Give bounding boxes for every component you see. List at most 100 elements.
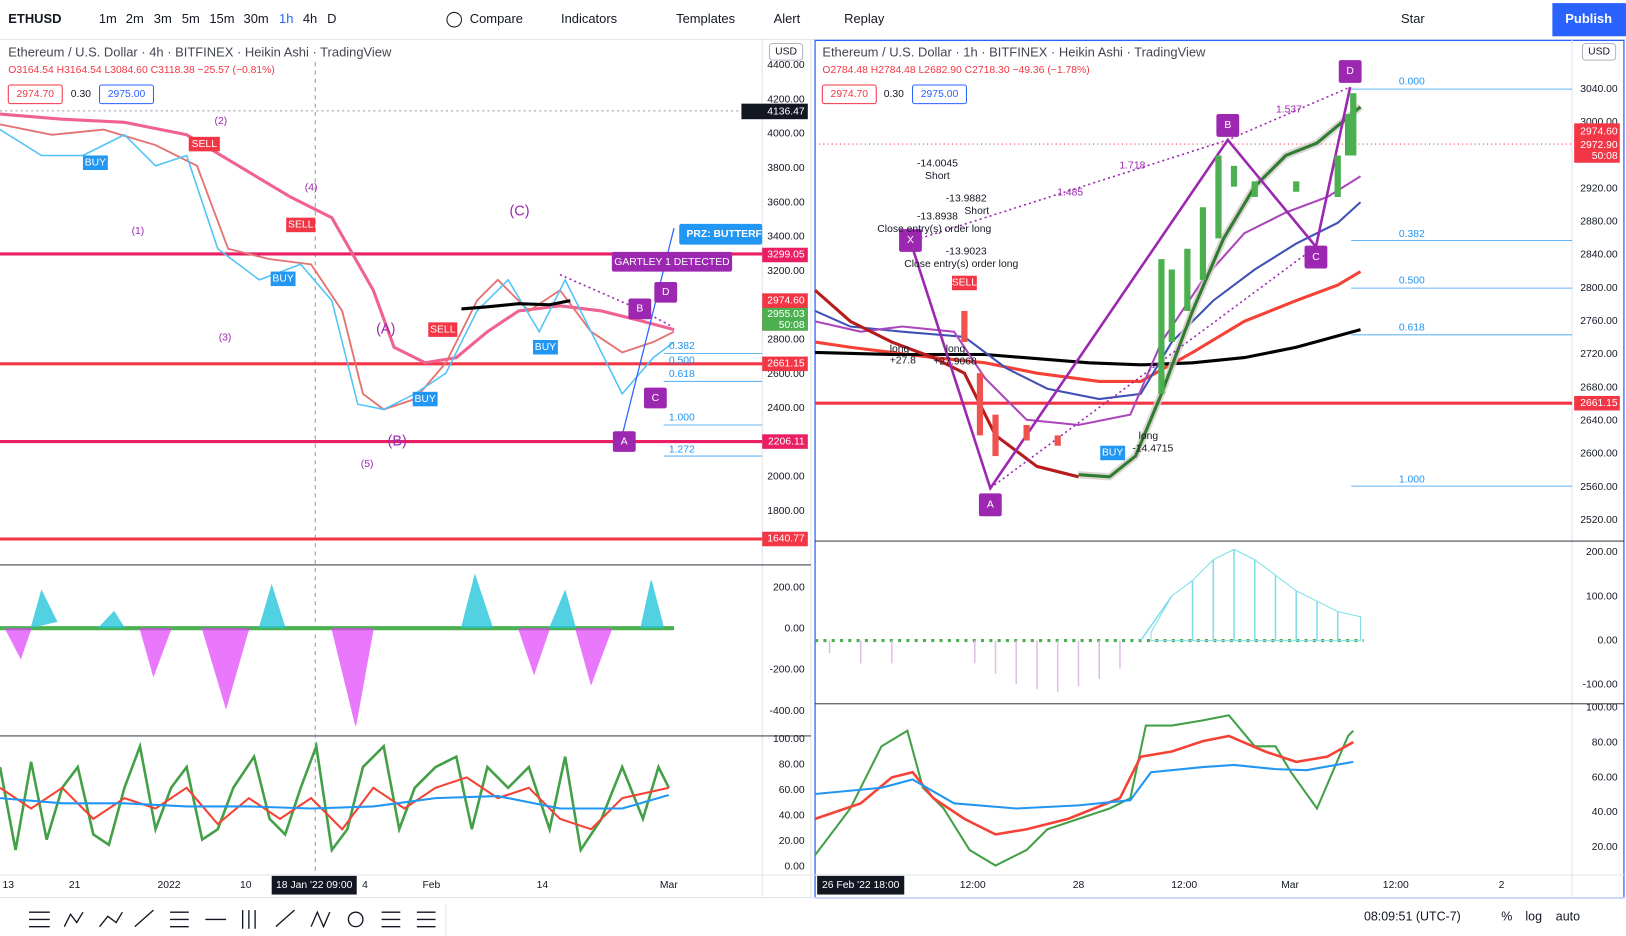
time-axis-label: 12:00 <box>1171 880 1197 891</box>
price-axis-label: 2560.00 <box>1580 482 1618 493</box>
interval-button[interactable]: 3m <box>154 11 172 26</box>
signal: SELL <box>952 278 978 289</box>
price-axis-label: 20.00 <box>1592 842 1618 853</box>
fib-levels-left: 0.382 0.500 0.618 1.000 1.272 <box>663 341 763 457</box>
price-axis-label: 2800.00 <box>767 335 805 346</box>
left-ask: 2975.00 <box>108 89 146 100</box>
price-axis-label: 60.00 <box>779 785 805 796</box>
indicators-button[interactable]: Indicators <box>561 11 617 26</box>
signal-text: +27.9068 <box>933 356 977 367</box>
signal: SELL <box>192 139 218 150</box>
auto-toggle[interactable]: auto <box>1556 910 1580 924</box>
prz-label: PRZ: BUTTERFLY <box>686 229 774 240</box>
countdown: 50:08 <box>1592 151 1618 162</box>
compare-button[interactable]: Compare <box>470 11 523 26</box>
price-axis-label: 2600.00 <box>767 369 805 380</box>
signal-text: long <box>890 344 910 355</box>
level-tag: 3299.05 <box>767 250 805 261</box>
interval-button[interactable]: D <box>327 11 336 26</box>
signal-text: Close entry(s) order long <box>904 259 1018 270</box>
time-axis-label: 2022 <box>158 880 181 891</box>
wave-label: (3) <box>219 333 232 344</box>
fib-label: 0.618 <box>1399 322 1425 333</box>
publish-button[interactable]: Publish <box>1565 11 1612 26</box>
price-axis-label: 40.00 <box>1592 807 1618 818</box>
interval-button[interactable]: 2m <box>126 11 144 26</box>
right-pattern: X A B C D 1.537 1.718 1.485 <box>899 60 1362 517</box>
price-axis-label: 200.00 <box>773 582 805 593</box>
ratio-label: 1.718 <box>1119 161 1145 172</box>
time-axis-label: 21 <box>69 880 81 891</box>
left-currency: USD <box>775 47 797 58</box>
right-ask: 2975.00 <box>921 89 959 100</box>
time-axis-label: 12:00 <box>1383 880 1409 891</box>
wave-label: (1) <box>132 226 145 237</box>
drawing-tools <box>29 909 436 929</box>
signal-text: Close entry(s) order long <box>877 224 991 235</box>
toolbar <box>0 0 1626 40</box>
price-axis-label: 2800.00 <box>1580 283 1618 294</box>
crosshair-time: 26 Feb '22 18:00 <box>822 880 900 891</box>
signal-text: Short <box>925 171 950 182</box>
star-button[interactable]: Star <box>1401 11 1425 26</box>
time-axis-label: 13 <box>3 880 15 891</box>
price-axis-label: 4000.00 <box>767 129 805 140</box>
pattern-point: B <box>1224 120 1231 131</box>
percent-toggle[interactable]: % <box>1501 910 1512 924</box>
level-tag: 2206.11 <box>768 436 805 447</box>
price-axis-label: 100.00 <box>1586 703 1618 714</box>
fib-label: 0.000 <box>1399 77 1425 88</box>
fib-label: 0.618 <box>669 369 695 380</box>
last-price: 2974.60 <box>767 295 805 306</box>
signal-text: +27.8 <box>890 355 916 366</box>
crosshair-time: 18 Jan '22 09:00 <box>276 880 353 891</box>
interval-button[interactable]: 15m <box>209 11 234 26</box>
price-axis-label: 2920.00 <box>1580 183 1618 194</box>
signal-text: long <box>1139 431 1159 442</box>
price-axis-label: -200.00 <box>770 665 805 676</box>
interval-button[interactable]: 1m <box>99 11 117 26</box>
publish-bg[interactable] <box>1552 3 1626 37</box>
interval-button[interactable]: 30m <box>244 11 269 26</box>
symbol[interactable]: ETHUSD <box>8 11 61 26</box>
pattern-point: X <box>907 235 914 246</box>
price-axis-label: 200.00 <box>1586 547 1618 558</box>
price-axis-label: 2640.00 <box>1580 416 1618 427</box>
interval-button[interactable]: 4h <box>303 11 317 26</box>
templates-button[interactable]: Templates <box>676 11 735 26</box>
signal: BUY <box>1102 448 1123 459</box>
price-axis-label: 2680.00 <box>1580 382 1618 393</box>
alert-button[interactable]: Alert <box>774 11 801 26</box>
wave-label: (5) <box>361 459 374 470</box>
wave-label: (C) <box>509 203 529 219</box>
compare-icon <box>446 11 462 28</box>
wave-labels: (A) (B) (C) (1) (2) (3) (4) (5) <box>132 116 530 470</box>
interval-button[interactable]: 1h <box>279 11 293 26</box>
signal: SELL <box>430 324 456 335</box>
prev-close: 2972.90 <box>1580 140 1618 151</box>
price-axis-label: 100.00 <box>1586 591 1618 602</box>
countdown: 50:08 <box>779 320 805 331</box>
time-axis-label: 12:00 <box>960 880 986 891</box>
pattern-point: A <box>987 500 994 511</box>
price-axis-label: 1800.00 <box>767 506 805 517</box>
price-axis-label: 0.00 <box>785 861 805 872</box>
replay-button[interactable]: Replay <box>844 11 885 26</box>
interval-button[interactable]: 5m <box>182 11 200 26</box>
price-axis-label: 0.00 <box>785 624 805 635</box>
ratio-label: 1.537 <box>1276 105 1302 116</box>
signal: SELL <box>288 220 314 231</box>
log-toggle[interactable]: log <box>1525 910 1542 924</box>
price-axis-label: -100.00 <box>1583 679 1618 690</box>
price-axis-label: 3000.00 <box>1580 117 1618 128</box>
time-axis-label: 14 <box>537 880 549 891</box>
gartley-label: GARTLEY 1 DETECTED <box>614 257 729 268</box>
signal-text: -13.9023 <box>946 247 987 258</box>
time-axis-label: 10 <box>240 880 252 891</box>
fib-label: 1.000 <box>1399 475 1425 486</box>
last-price: 2974.60 <box>1580 126 1618 137</box>
signal-text: Short <box>964 206 989 217</box>
signal-text: -13.8938 <box>917 211 958 222</box>
fib-label: 0.382 <box>669 341 695 352</box>
